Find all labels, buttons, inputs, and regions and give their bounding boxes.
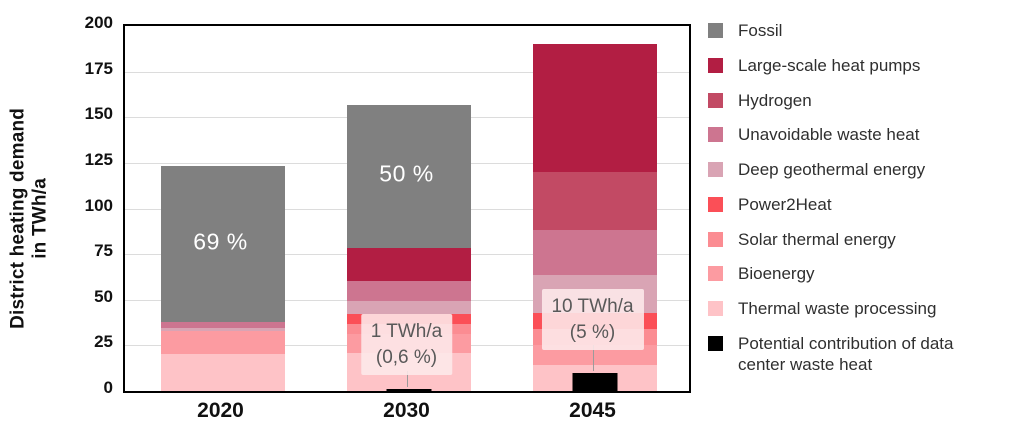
- fossil-share-label-2020: 69 %: [193, 228, 248, 255]
- annotation-box-2030: 1 TWh/a (0,6 %): [360, 314, 453, 376]
- y-tick-75: 75: [94, 241, 113, 261]
- legend-swatch-hydrogen: [708, 92, 723, 108]
- x-tick-2045: 2045: [569, 399, 616, 422]
- y-tick-0: 0: [103, 378, 113, 397]
- legend-swatch-solar-thermal-energy: [708, 231, 723, 247]
- legend-label-deep-geothermal-energy: Deep geothermal energy: [738, 160, 926, 179]
- legend-item-bioenergy: Bioenergy: [708, 263, 1008, 284]
- legend-swatch-large-scale-heat-pumps: [708, 57, 723, 73]
- segment-deep-geothermal-energy-2030: [346, 300, 471, 315]
- legend-swatch-fossil: [708, 23, 723, 38]
- segment-large-scale-heat-pumps-2045: [532, 44, 657, 172]
- y-tick-150: 150: [84, 104, 113, 124]
- legend-item-unavoidable-waste-heat: Unavoidable waste heat: [708, 124, 1008, 145]
- segment-unavoidable-waste-heat-2045: [532, 230, 657, 276]
- legend-item-potential-contribution-of-data-center-waste-heat: Potential contribution of data center wa…: [708, 333, 1008, 376]
- legend-label-bioenergy: Bioenergy: [738, 264, 815, 284]
- legend-label-fossil: Fossil: [738, 21, 783, 40]
- y-tick-125: 125: [84, 149, 113, 169]
- legend: Fossil Large-scale heat pumps Hydrogen Unav…: [708, 20, 1008, 375]
- segment-thermal-waste-processing-2020: [160, 353, 285, 391]
- annotation-callout-line-2030: [406, 371, 408, 387]
- segment-bioenergy-2045: [532, 345, 657, 366]
- legend-item-deep-geothermal-energy: Deep geothermal energy: [708, 159, 1008, 180]
- annotation-line1-2045: 10 TWh/a: [551, 296, 634, 317]
- segment-potential-contribution-of-data-center-waste-heat-2045: [572, 372, 617, 391]
- segment-unavoidable-waste-heat-2020: [160, 321, 285, 329]
- annotation-box-2045: 10 TWh/a (5 %): [541, 289, 644, 351]
- legend-item-thermal-waste-processing: Thermal waste processing: [708, 298, 1008, 319]
- legend-item-power2heat: Power2Heat: [708, 194, 1008, 215]
- legend-swatch-unavoidable-waste-heat: [708, 127, 723, 143]
- segment-potential-contribution-of-data-center-waste-heat-2030: [386, 389, 431, 391]
- annotation-callout-line-2045: [592, 345, 594, 371]
- segment-deep-geothermal-energy-2020: [160, 328, 285, 331]
- legend-swatch-bioenergy: [708, 266, 723, 282]
- legend-swatch-potential-contribution-of-data-center-waste-heat: [708, 335, 723, 351]
- legend-item-large-scale-heat-pumps: Large-scale heat pumps: [708, 55, 1008, 76]
- legend-label-power2heat: Power2Heat: [738, 194, 832, 214]
- y-axis-title: District heating demand in TWh/a: [8, 28, 53, 408]
- x-tick-2030: 2030: [383, 399, 430, 422]
- legend-item-solar-thermal-energy: Solar thermal energy: [708, 229, 1008, 250]
- legend-swatch-deep-geothermal-energy: [708, 162, 723, 177]
- y-axis-title-line2: in TWh/a: [30, 178, 51, 259]
- legend-swatch-power2heat: [708, 196, 723, 212]
- legend-swatch-thermal-waste-processing: [708, 301, 723, 316]
- segment-large-scale-heat-pumps-2030: [346, 247, 471, 281]
- segment-fossil-2020: [160, 165, 285, 322]
- y-tick-25: 25: [94, 332, 113, 352]
- segment-hydrogen-2045: [532, 172, 657, 231]
- x-tick-2020: 2020: [197, 399, 244, 422]
- legend-label-solar-thermal-energy: Solar thermal energy: [738, 229, 896, 249]
- legend-label-potential-contribution-of-data-center-waste-heat: Potential contribution of data center wa…: [738, 333, 954, 374]
- segment-bioenergy-2020: [160, 330, 285, 354]
- segment-fossil-2030: [346, 104, 471, 248]
- y-tick-100: 100: [84, 195, 113, 215]
- legend-label-hydrogen: Hydrogen: [738, 90, 812, 110]
- y-tick-50: 50: [94, 286, 113, 306]
- segment-unavoidable-waste-heat-2030: [346, 280, 471, 301]
- legend-label-large-scale-heat-pumps: Large-scale heat pumps: [738, 55, 921, 75]
- annotation-line2-2030: (0,6 %): [375, 346, 438, 368]
- legend-label-unavoidable-waste-heat: Unavoidable waste heat: [738, 125, 920, 145]
- legend-label-thermal-waste-processing: Thermal waste processing: [738, 299, 937, 318]
- annotation-line1-2030: 1 TWh/a: [370, 321, 443, 342]
- legend-item-hydrogen: Hydrogen: [708, 90, 1008, 111]
- legend-item-fossil: Fossil: [708, 20, 1008, 41]
- gridline-175: [125, 71, 689, 73]
- bar-2020: [160, 165, 285, 391]
- y-axis-title-line1: District heating demand: [7, 107, 29, 329]
- annotation-line2-2045: (5 %): [569, 321, 616, 343]
- fossil-share-label-2030: 50 %: [379, 160, 434, 187]
- y-tick-200: 200: [84, 13, 113, 32]
- y-tick-175: 175: [84, 58, 113, 78]
